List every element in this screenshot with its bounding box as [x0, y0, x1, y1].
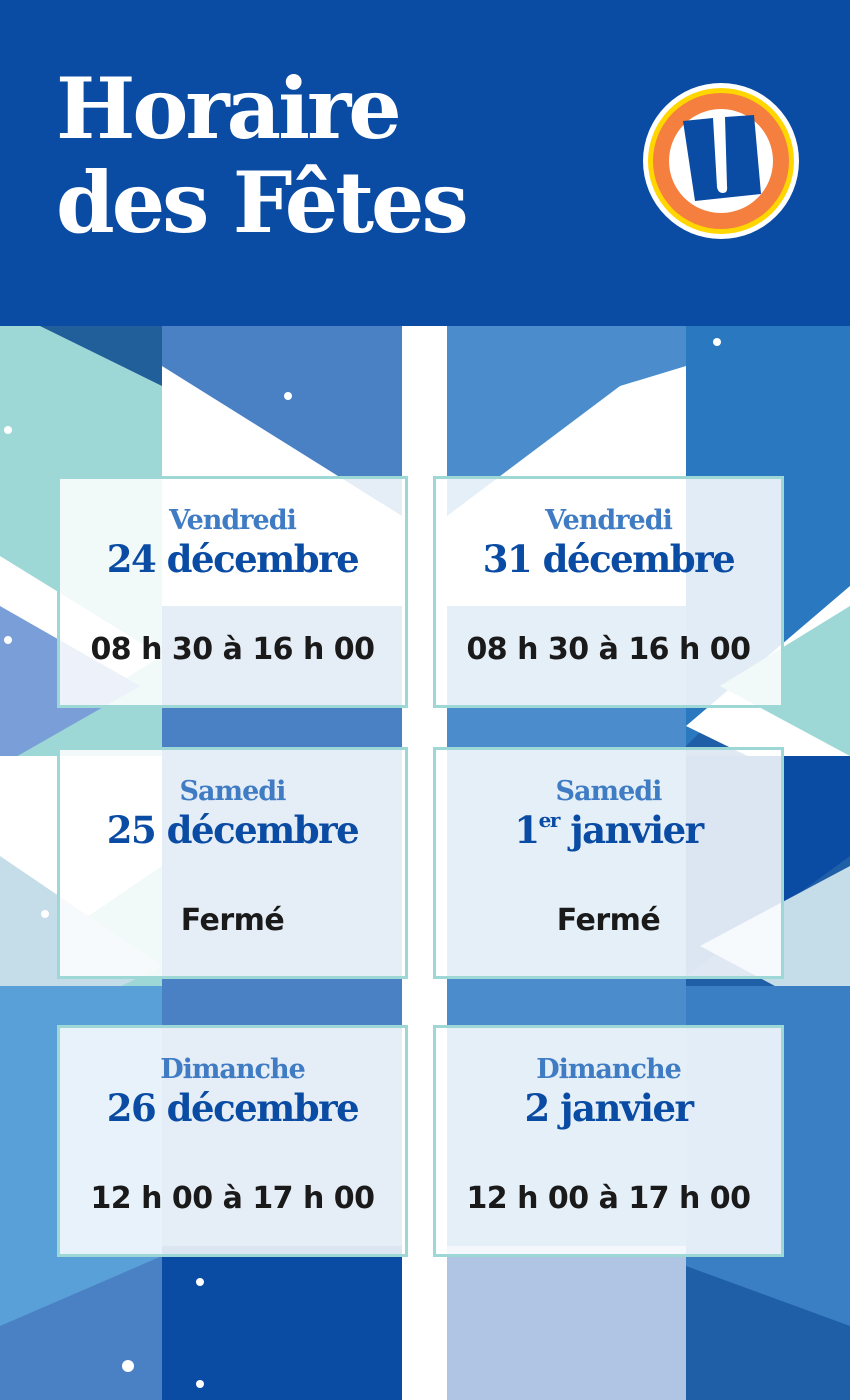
opening-hours: 12 h 00 à 17 h 00: [466, 1181, 751, 1216]
title-line-2: des Fêtes: [56, 153, 469, 252]
date: 2 janvier: [524, 1086, 694, 1130]
title-line-1: Horaire: [56, 59, 402, 158]
schedule-card: Vendredi 31 décembre 08 h 30 à 16 h 00: [433, 476, 784, 708]
date: 1er janvier: [436, 808, 781, 852]
schedule-card: Vendredi 24 décembre 08 h 30 à 16 h 00: [57, 476, 408, 708]
day-name: Dimanche: [536, 1054, 682, 1085]
schedule-card: Dimanche 2 janvier 12 h 00 à 17 h 00: [433, 1025, 784, 1257]
day-name: Vendredi: [545, 505, 673, 536]
schedule-card: Samedi 1er janvier Fermé: [433, 747, 784, 979]
opening-hours: 08 h 30 à 16 h 00: [90, 632, 375, 667]
date: 26 décembre: [106, 1086, 360, 1130]
day-name: Samedi: [179, 776, 287, 807]
opening-hours: 12 h 00 à 17 h 00: [90, 1181, 375, 1216]
date-number: 1: [514, 808, 540, 852]
opening-hours: Fermé: [556, 903, 661, 938]
date: 24 décembre: [106, 537, 360, 581]
opening-hours: Fermé: [180, 903, 285, 938]
date: 25 décembre: [106, 808, 360, 852]
u-logo: [643, 83, 799, 239]
day-name: Dimanche: [160, 1054, 306, 1085]
day-name: Vendredi: [169, 505, 297, 536]
schedule-card: Samedi 25 décembre Fermé: [57, 747, 408, 979]
schedule-card: Dimanche 26 décembre 12 h 00 à 17 h 00: [57, 1025, 408, 1257]
date-ordinal: er: [538, 808, 561, 832]
header-banner: Horaire des Fêtes: [0, 0, 850, 326]
day-name: Samedi: [555, 776, 663, 807]
opening-hours: 08 h 30 à 16 h 00: [466, 632, 751, 667]
page-title: Horaire des Fêtes: [56, 59, 469, 252]
date-month: janvier: [558, 808, 704, 852]
date: 31 décembre: [482, 537, 736, 581]
